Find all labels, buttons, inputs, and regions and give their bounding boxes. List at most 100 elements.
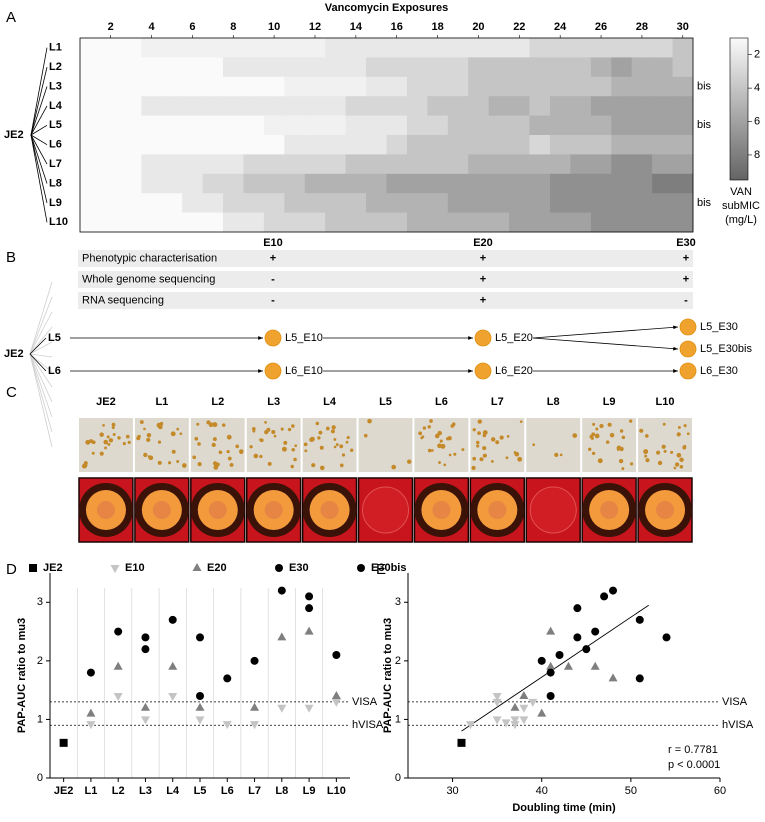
table-row bbox=[78, 292, 693, 309]
legend-label: E20 bbox=[207, 562, 227, 574]
x-tick-label: 2 bbox=[108, 21, 114, 33]
node bbox=[679, 362, 697, 380]
colony bbox=[676, 432, 681, 437]
colony bbox=[143, 427, 146, 431]
colony bbox=[304, 449, 308, 453]
heatmap-cell bbox=[427, 57, 449, 78]
y-tick-label: 0 bbox=[395, 772, 401, 784]
colony bbox=[99, 432, 104, 437]
y-tick-label: 1 bbox=[395, 713, 401, 725]
heatmap-cell bbox=[325, 193, 347, 213]
heatmap-cell bbox=[631, 38, 653, 58]
disc bbox=[362, 486, 409, 534]
colony bbox=[171, 449, 176, 454]
heatmap-cell bbox=[141, 154, 163, 175]
colony bbox=[657, 460, 663, 466]
annotation: bis bbox=[697, 119, 712, 131]
table-row-label: Whole genome sequencing bbox=[82, 273, 215, 285]
marker-circle bbox=[86, 668, 95, 677]
colony-photo bbox=[582, 418, 637, 472]
heatmap-cell bbox=[120, 115, 142, 136]
marker-triangle bbox=[277, 704, 287, 713]
tree-fan bbox=[29, 341, 53, 355]
node bbox=[679, 318, 697, 336]
heatmap-cell bbox=[427, 115, 449, 136]
marker-circle bbox=[305, 592, 314, 601]
x-tick-label: 4 bbox=[148, 21, 155, 33]
x-tick-label: 60 bbox=[714, 785, 726, 797]
colony bbox=[597, 458, 603, 464]
marker-triangle bbox=[492, 716, 502, 725]
disc-center bbox=[600, 501, 619, 519]
colony bbox=[251, 426, 256, 431]
colony-photo bbox=[526, 418, 581, 472]
heatmap-cell bbox=[590, 135, 612, 155]
heatmap-cell bbox=[182, 76, 203, 97]
heatmap-cell bbox=[509, 96, 530, 116]
row-label: L4 bbox=[49, 100, 63, 112]
marker-circle bbox=[662, 633, 671, 642]
colony bbox=[339, 463, 344, 468]
x-tick-label: 30 bbox=[446, 785, 458, 797]
marker-triangle bbox=[113, 661, 123, 670]
x-tick-label: L4 bbox=[166, 785, 180, 797]
heatmap-cell bbox=[161, 38, 183, 58]
colony bbox=[447, 435, 452, 441]
marker-circle bbox=[600, 592, 609, 601]
y-axis-label: PAP-AUC ratio to mu3 bbox=[16, 618, 28, 733]
node bbox=[264, 362, 282, 380]
marker-circle bbox=[305, 604, 314, 613]
tree-root: JE2 bbox=[4, 129, 24, 141]
heatmap-cell bbox=[406, 57, 428, 78]
heatmap-cell bbox=[529, 193, 551, 213]
x-tick-label: L2 bbox=[112, 785, 125, 797]
colony bbox=[443, 463, 447, 467]
reference-label: hVISA bbox=[352, 719, 384, 731]
heatmap-cell bbox=[549, 38, 571, 58]
marker-triangle bbox=[140, 716, 150, 725]
colorbar-label: VAN bbox=[730, 186, 752, 198]
disc-center bbox=[488, 501, 507, 519]
marker-triangle bbox=[195, 702, 205, 711]
heatmap-cell bbox=[223, 173, 244, 194]
colony bbox=[122, 442, 126, 446]
legend-marker bbox=[192, 563, 202, 571]
heatmap-cell bbox=[304, 38, 326, 58]
tree-fan bbox=[29, 353, 53, 448]
colorbar-label: subMIC bbox=[722, 200, 760, 212]
colony bbox=[158, 424, 163, 430]
reference-label: VISA bbox=[722, 696, 748, 708]
colony bbox=[621, 435, 626, 440]
heatmap-cell bbox=[468, 173, 490, 194]
marker-triangle bbox=[86, 721, 96, 730]
heatmap-cell bbox=[590, 173, 612, 194]
colony bbox=[429, 419, 433, 423]
colony bbox=[421, 435, 425, 439]
colony bbox=[181, 463, 187, 468]
colony bbox=[341, 453, 346, 457]
heatmap-cell bbox=[345, 38, 367, 58]
heatmap-cell bbox=[366, 76, 387, 97]
heatmap-cell bbox=[80, 154, 101, 175]
panel-label: B bbox=[6, 249, 16, 266]
heatmap-cell bbox=[672, 76, 694, 97]
row-label: L7 bbox=[49, 158, 62, 170]
plate-label: L1 bbox=[155, 396, 168, 408]
heatmap-cell bbox=[488, 135, 510, 155]
heatmap-cell bbox=[570, 38, 592, 58]
colony bbox=[595, 427, 599, 431]
table-cell: + bbox=[480, 252, 486, 264]
heatmap-cell bbox=[366, 135, 387, 155]
row-label: L1 bbox=[49, 42, 62, 54]
heatmap-cell bbox=[120, 173, 142, 194]
heatmap-cell bbox=[488, 76, 510, 97]
arrow bbox=[532, 337, 679, 351]
colony bbox=[127, 440, 131, 444]
heatmap-cell bbox=[488, 193, 510, 213]
colony bbox=[159, 422, 164, 426]
colony bbox=[291, 424, 295, 428]
heatmap-cell bbox=[263, 38, 285, 58]
heatmap-cell bbox=[223, 193, 244, 213]
heatmap-cell bbox=[366, 154, 387, 175]
colony bbox=[84, 463, 88, 468]
